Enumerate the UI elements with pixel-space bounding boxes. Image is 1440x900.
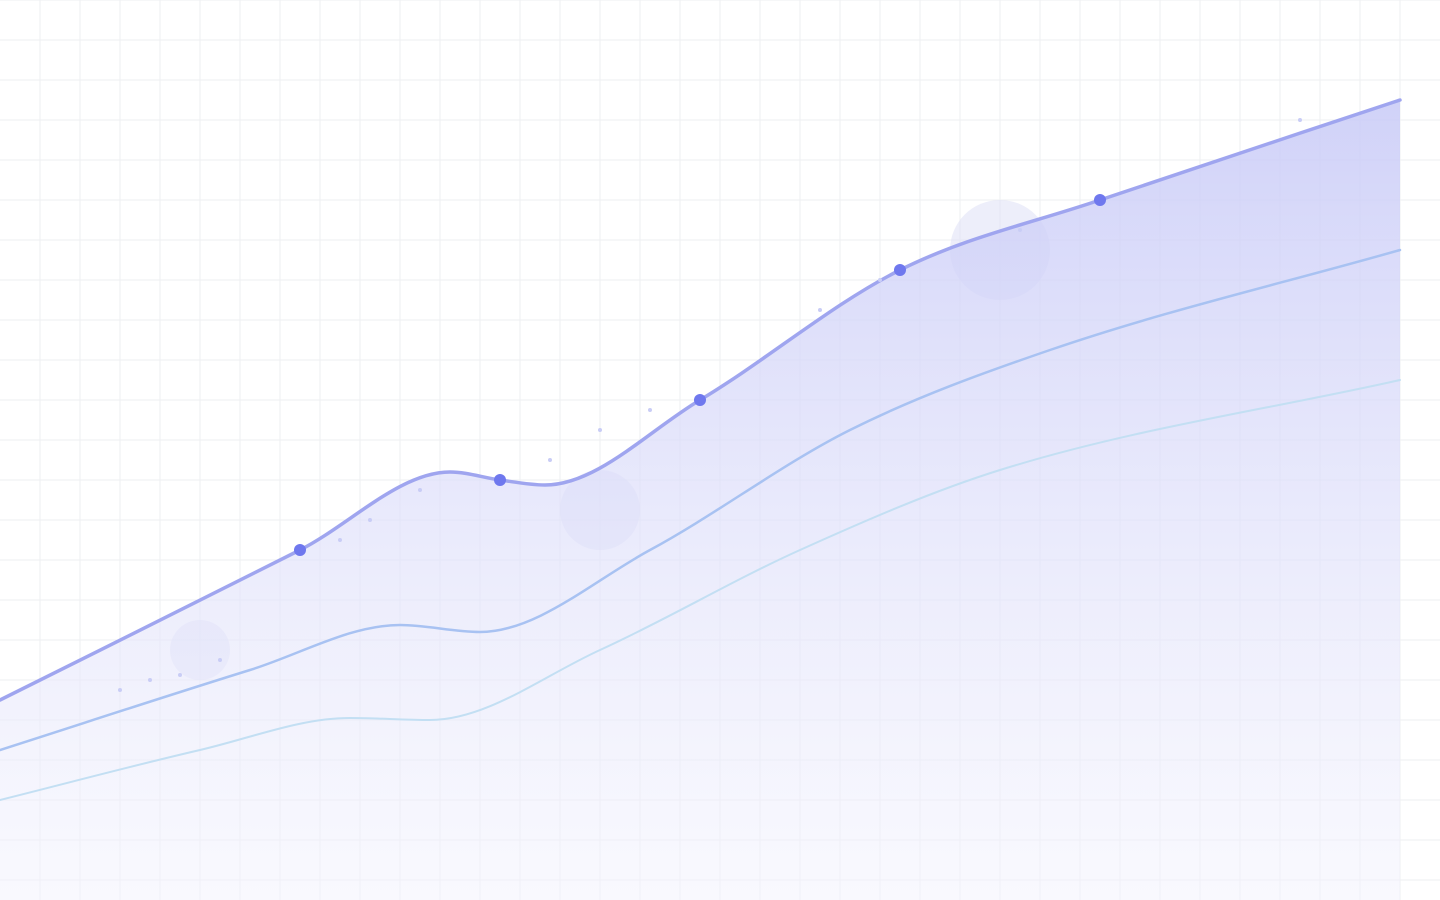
scatter-dot bbox=[598, 428, 602, 432]
series-line-secondary bbox=[0, 248, 1402, 752]
scatter-dot bbox=[148, 678, 152, 682]
scatter-dot bbox=[338, 538, 342, 542]
scatter-dot bbox=[218, 658, 222, 662]
data-point-marker bbox=[894, 264, 906, 276]
scatter-dot-group bbox=[118, 118, 1302, 692]
data-point-marker bbox=[494, 474, 506, 486]
scatter-dot bbox=[178, 673, 182, 677]
scatter-dot bbox=[648, 408, 652, 412]
area-group bbox=[0, 100, 1400, 900]
series-area-primary bbox=[0, 100, 1400, 900]
scatter-dot bbox=[1018, 228, 1022, 232]
scatter-dot bbox=[878, 278, 882, 282]
scatter-dot bbox=[548, 458, 552, 462]
data-point-marker bbox=[694, 394, 706, 406]
scatter-dot bbox=[1298, 118, 1302, 122]
data-point-marker bbox=[1094, 194, 1106, 206]
scatter-dot bbox=[368, 518, 372, 522]
series-line-tertiary bbox=[0, 379, 1401, 801]
scatter-dot bbox=[818, 308, 822, 312]
marker-group bbox=[294, 194, 1106, 556]
scatter-dot bbox=[418, 488, 422, 492]
data-point-marker bbox=[294, 544, 306, 556]
scatter-dot bbox=[118, 688, 122, 692]
